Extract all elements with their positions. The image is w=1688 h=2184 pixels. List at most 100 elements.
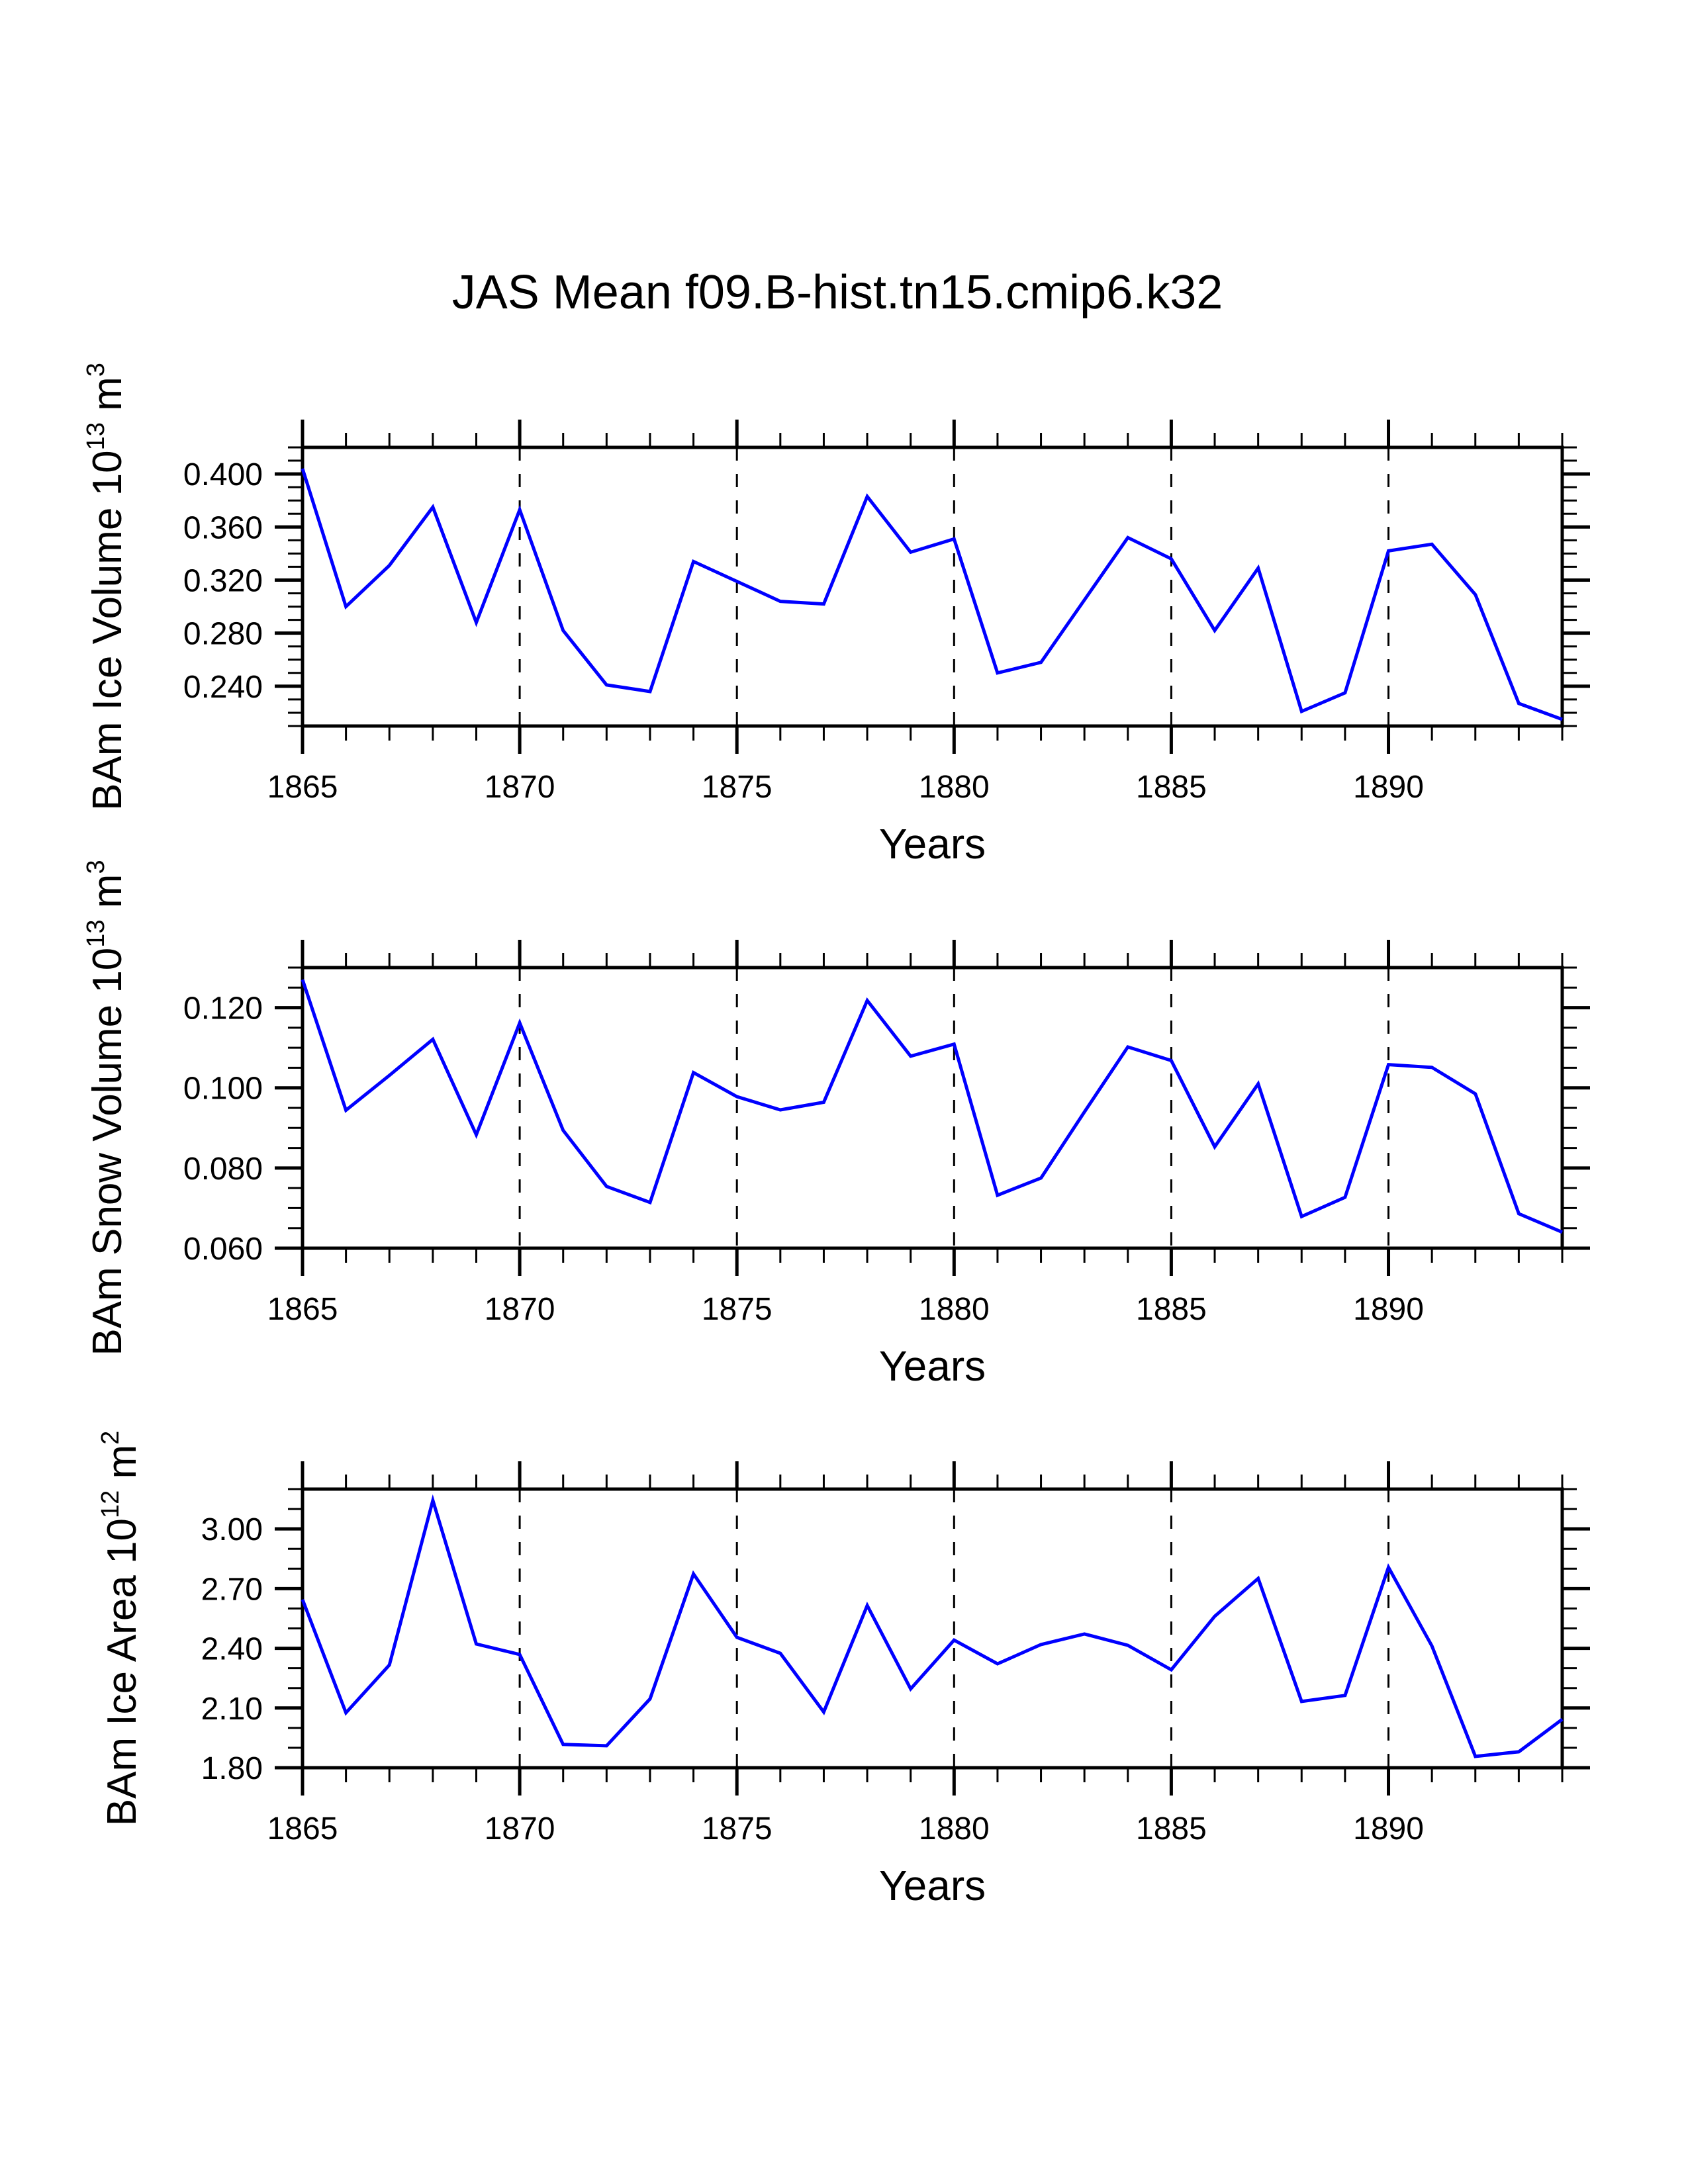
data-point — [1170, 557, 1173, 561]
panel-3: 1865 1870 1875 1880 1885 1890 1.80 2.10 2.40 2.70… — [97, 1431, 1590, 1909]
y-tick-label: 0.360 — [183, 510, 263, 545]
y-tick-label: 0.060 — [183, 1232, 263, 1267]
x-axis-title: Years — [879, 1862, 986, 1909]
y-tick-label: 2.40 — [201, 1632, 263, 1667]
data-point — [1256, 1082, 1260, 1085]
data-point — [1039, 1177, 1043, 1180]
data-point — [1213, 1145, 1217, 1148]
plot-frame — [301, 966, 1564, 1250]
y-axis-title: BAm Ice Area 1012 m2 — [97, 1431, 145, 1827]
data-point — [1300, 1215, 1303, 1218]
data-point — [1126, 1644, 1129, 1647]
x-tick-label: 1865 — [267, 1292, 338, 1327]
data-point — [1213, 1615, 1217, 1618]
y-tick-label: 2.70 — [201, 1572, 263, 1607]
data-point — [778, 600, 782, 603]
data-point — [1561, 1717, 1564, 1721]
data-point — [822, 1710, 825, 1713]
data-point — [431, 1038, 434, 1041]
data-point — [692, 1071, 695, 1074]
x-tick-label: 1865 — [267, 770, 338, 805]
data-point — [866, 495, 869, 498]
data-point — [475, 1133, 478, 1136]
data-point — [1256, 567, 1260, 570]
y-tick-label: 2.10 — [201, 1692, 263, 1727]
data-point — [692, 1572, 695, 1576]
data-point — [996, 671, 999, 674]
data-point — [1430, 1644, 1434, 1647]
data-point — [909, 551, 912, 554]
x-axis-title: Years — [879, 1342, 986, 1390]
data-point — [1343, 1694, 1346, 1697]
data-point — [1387, 1063, 1390, 1066]
data-point — [1517, 1750, 1521, 1753]
data-point — [431, 1499, 434, 1502]
data-point — [909, 1687, 912, 1690]
data-point — [1387, 1566, 1390, 1569]
x-tick-label: 1870 — [485, 1292, 555, 1327]
data-point — [1517, 1212, 1521, 1215]
data-point — [1387, 549, 1390, 553]
x-tick-label: 1870 — [485, 770, 555, 805]
x-tick-label: 1880 — [919, 1811, 990, 1846]
data-point — [692, 560, 695, 563]
data-point — [518, 508, 522, 512]
panel-1: 1865 1870 1875 1880 1885 1890 0.240 0.280 0.320 0… — [82, 363, 1590, 868]
data-point — [735, 1636, 739, 1639]
data-point — [822, 1101, 825, 1104]
x-tick-label: 1885 — [1136, 770, 1207, 805]
data-point — [388, 1073, 391, 1077]
data-point — [822, 602, 825, 606]
y-tick-label: 0.120 — [183, 991, 263, 1026]
data-point — [344, 605, 348, 608]
y-tick-label: 0.080 — [183, 1152, 263, 1187]
y-tick-label: 0.280 — [183, 617, 263, 652]
data-point — [301, 467, 305, 471]
y-tick-label: 0.240 — [183, 670, 263, 705]
data-point — [1083, 598, 1086, 602]
data-point — [953, 537, 956, 541]
data-point — [1126, 536, 1129, 539]
y-axis-title: BAm Snow Volume 1013 m3 — [82, 860, 130, 1355]
data-point — [996, 1662, 999, 1666]
data-point — [1213, 629, 1217, 632]
y-tick-label: 0.320 — [183, 563, 263, 598]
data-point — [344, 1711, 348, 1715]
data-point — [1517, 702, 1521, 705]
data-point — [301, 978, 305, 981]
data-point — [475, 1642, 478, 1645]
data-point — [866, 1604, 869, 1607]
x-axis-title: Years — [879, 820, 986, 868]
series-line — [301, 979, 1563, 1234]
data-point — [866, 999, 869, 1002]
data-point — [953, 1639, 956, 1642]
data-point — [475, 621, 478, 624]
data-point — [605, 1185, 608, 1188]
data-point — [1126, 1045, 1129, 1048]
x-tick-label: 1875 — [702, 1811, 773, 1846]
data-point — [561, 629, 565, 632]
data-point — [1343, 1196, 1346, 1199]
x-tick-label: 1880 — [919, 1292, 990, 1327]
data-point — [388, 1663, 391, 1666]
data-point — [1039, 1643, 1043, 1646]
y-tick-label: 0.100 — [183, 1071, 263, 1107]
x-tick-label: 1875 — [702, 1292, 773, 1327]
data-point — [909, 1054, 912, 1058]
x-tick-label: 1885 — [1136, 1292, 1207, 1327]
data-point — [1474, 1092, 1477, 1095]
data-point — [561, 1743, 565, 1746]
data-point — [561, 1128, 565, 1132]
data-point — [1561, 717, 1564, 721]
data-point — [1474, 1754, 1477, 1758]
panel-2: 1865 1870 1875 1880 1885 1890 0.060 0.080 0.100 0… — [82, 860, 1590, 1390]
x-tick-label: 1890 — [1353, 1811, 1424, 1846]
data-point — [344, 1109, 348, 1112]
data-point — [648, 1697, 651, 1700]
x-tick-label: 1865 — [267, 1811, 338, 1846]
data-point — [1474, 593, 1477, 596]
data-point — [1170, 1059, 1173, 1062]
data-point — [1083, 1632, 1086, 1635]
data-point — [1039, 660, 1043, 664]
